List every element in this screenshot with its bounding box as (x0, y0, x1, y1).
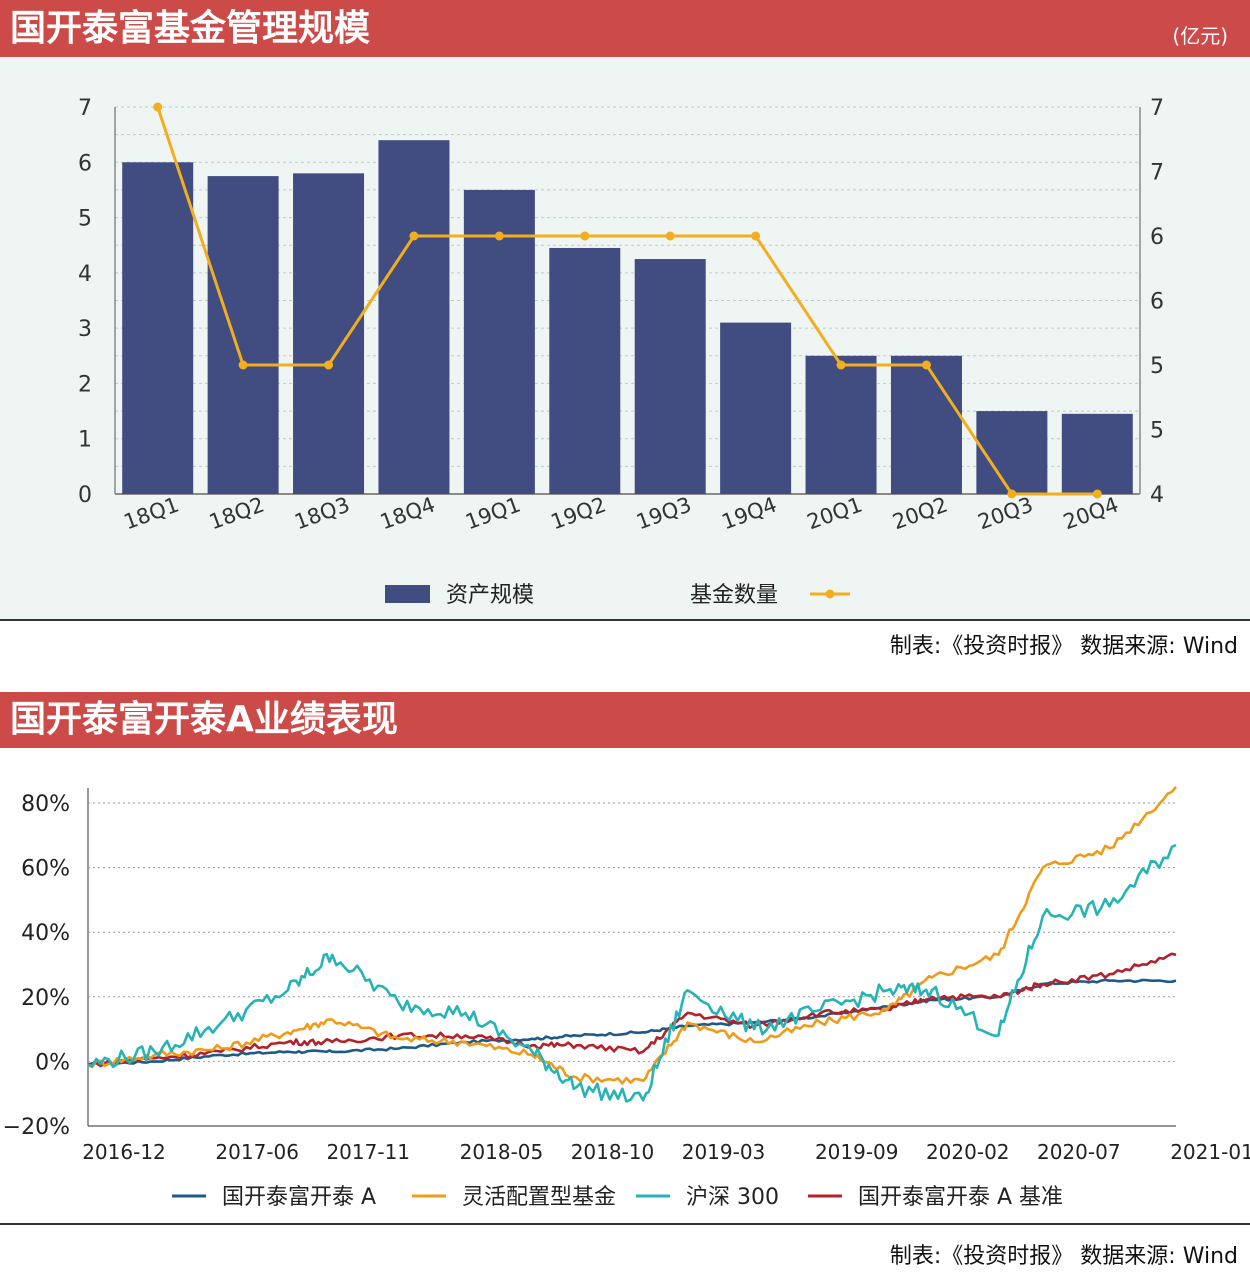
chart2-bottom-rule (0, 1223, 1250, 1225)
chart2-banner: 国开泰富开泰A业绩表现 (0, 692, 1250, 748)
chart1-category-label: 19Q4 (719, 492, 780, 534)
chart1-bar (463, 189, 535, 494)
chart1-category-label: 20Q4 (1060, 492, 1121, 534)
chart1-category-label: 20Q1 (804, 492, 865, 534)
chart2-x-tick-label: 2020-02 (926, 1140, 1010, 1164)
chart1-category-label: 20Q2 (889, 492, 950, 534)
chart1-bar (805, 355, 877, 494)
chart1-legend-line-label: 基金数量 (690, 583, 778, 608)
chart1-bar (207, 176, 279, 494)
chart1-right-tick-label: 6 (1150, 290, 1164, 315)
chart1-count-point (409, 231, 419, 241)
chart1-bar (976, 411, 1048, 494)
chart1-right-tick-label: 5 (1150, 354, 1164, 379)
chart2-source: 制表:《投资时报》 数据来源: Wind (889, 1244, 1238, 1269)
chart2-x-tick-label: 2017-06 (215, 1140, 299, 1164)
chart1-bar (634, 259, 706, 494)
chart1-source: 制表:《投资时报》 数据来源: Wind (889, 634, 1238, 659)
chart1-category-label: 20Q3 (975, 492, 1036, 534)
chart1-left-tick-label: 6 (78, 151, 92, 176)
chart1-count-point (665, 231, 675, 241)
chart1-count-point (153, 102, 163, 112)
chart2-x-tick-label: 2019-09 (815, 1140, 899, 1164)
chart2-series-line (87, 952, 1177, 1068)
chart1-bottom-rule (0, 619, 1250, 621)
chart1-bar (890, 355, 962, 494)
chart1-count-point (921, 360, 931, 370)
chart1-legend-bar-label: 资产规模 (446, 583, 534, 608)
chart1-count-point (238, 360, 248, 370)
chart1-title: 国开泰富基金管理规模 (10, 8, 371, 49)
chart2-series-line (87, 843, 1177, 1103)
chart2-plot: 80% 60% 40% 20% 0% −20% 2016-12 2017-06 2017-11 2… (3, 785, 1250, 1210)
chart2-series-line (87, 785, 1178, 1085)
chart2-y-tick-label: 80% (21, 792, 70, 817)
chart1-left-tick-label: 3 (78, 317, 92, 342)
chart1-count-line (156, 106, 1098, 496)
chart2-y-tick-label: 40% (21, 921, 70, 946)
chart1-left-tick-label: 4 (78, 262, 92, 287)
chart1-legend-bar-swatch (385, 585, 430, 603)
chart1-right-tick-label: 4 (1150, 483, 1164, 508)
chart1-left-tick-label: 2 (78, 372, 92, 397)
chart2-x-tick-label: 2019-03 (682, 1140, 766, 1164)
chart1-category-label: 18Q4 (377, 492, 438, 534)
chart2-legend-label: 灵活配置型基金 (462, 1185, 616, 1210)
chart2-y-tick-label: 20% (21, 986, 70, 1011)
chart1-category-label: 19Q1 (462, 492, 523, 534)
chart1-count-point (751, 231, 761, 241)
chart2-x-tick-label: 2020-07 (1037, 1140, 1121, 1164)
chart1-right-tick-label: 6 (1150, 225, 1164, 250)
chart1-count-point (580, 231, 590, 241)
chart1-right-tick-label: 7 (1150, 96, 1164, 121)
chart1-left-tick-label: 1 (78, 428, 92, 453)
chart1-count-point (494, 231, 504, 241)
chart1-bar (122, 162, 194, 494)
chart1-category-label: 19Q3 (633, 492, 694, 534)
chart2-y-tick-label: 0% (35, 1050, 70, 1075)
chart1-category-label: 18Q1 (121, 492, 182, 534)
chart2-legend-label: 沪深 300 (686, 1185, 779, 1210)
chart1-legend-line-marker (825, 589, 835, 599)
chart1-left-tick-label: 5 (78, 207, 92, 232)
chart1-left-tick-label: 0 (78, 483, 92, 508)
chart1-right-tick-label: 5 (1150, 419, 1164, 444)
chart1-plot: 0 1 2 3 4 5 6 7 4 5 5 6 6 7 7 18Q1 18Q2 18Q3 18Q4 19Q1 19Q2 1… (78, 96, 1164, 608)
chart1-panel: 0 1 2 3 4 5 6 7 4 5 5 6 6 7 7 18Q1 18Q2 18Q3 18Q4 19Q1 19Q2 1… (0, 57, 1250, 619)
chart2-legend-label: 国开泰富开泰 A (222, 1185, 376, 1210)
chart1-right-tick-label: 7 (1150, 161, 1164, 186)
chart1-bar (378, 140, 450, 494)
chart2-legend-label: 国开泰富开泰 A 基准 (858, 1185, 1063, 1210)
chart1-count-point (1007, 489, 1017, 499)
chart1-category-label: 19Q2 (548, 492, 609, 534)
chart1-count-point (836, 360, 846, 370)
chart1-bar (293, 173, 365, 494)
chart1-category-label: 18Q2 (206, 492, 267, 534)
chart2-x-tick-label: 2018-05 (460, 1140, 544, 1164)
chart2-y-tick-label: −20% (3, 1115, 70, 1140)
chart1-category-label: 18Q3 (291, 492, 352, 534)
chart1-bar (720, 322, 792, 494)
chart2-title: 国开泰富开泰A业绩表现 (10, 699, 398, 740)
chart1-bar (549, 247, 621, 494)
chart2-x-tick-label: 2016-12 (82, 1140, 166, 1164)
chart2-x-tick-label: 2017-11 (326, 1140, 410, 1164)
chart1-bar (1061, 413, 1133, 494)
chart1-count-point (324, 360, 334, 370)
chart1-count-point (1092, 489, 1102, 499)
chart2-x-tick-label: 2018-10 (571, 1140, 655, 1164)
chart2-y-tick-label: 60% (21, 857, 70, 882)
chart2-x-tick-label: 2021-01 (1170, 1140, 1250, 1164)
chart1-left-tick-label: 7 (78, 96, 92, 121)
chart1-unit-label: (亿元) (1172, 24, 1228, 48)
chart1-banner: 国开泰富基金管理规模 (亿元) (0, 0, 1250, 57)
